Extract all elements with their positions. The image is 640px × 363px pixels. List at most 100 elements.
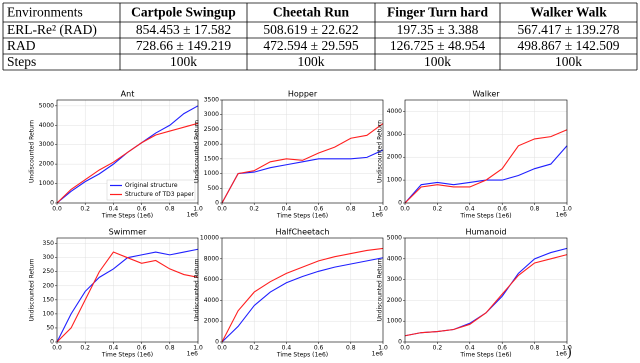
x-tick-label: 0.4 — [282, 345, 292, 352]
x-tick-label: 1.0 — [193, 206, 203, 213]
y-tick-label: 0 — [215, 200, 219, 207]
y-axis-label: Undiscounted Return — [29, 258, 36, 321]
y-tick-label: 1000 — [387, 318, 402, 325]
x-axis-label: Time Steps (1e6) — [459, 213, 511, 220]
y-tick-label: 1500 — [204, 155, 219, 162]
x-tick-label: 0.0 — [52, 206, 62, 213]
plot-frame — [404, 237, 568, 343]
chart-title: Swimmer — [109, 228, 147, 237]
table-cell: 508.619 ± 22.622 — [263, 22, 358, 37]
y-axis-label: Undiscounted Return — [377, 120, 384, 183]
x-tick-label: 0.2 — [80, 206, 90, 213]
x-axis-label: Time Steps (1e6) — [101, 352, 153, 359]
x-axis-label: Time Steps (1e6) — [276, 213, 328, 220]
y-tick-label: 100 — [43, 310, 55, 317]
x-tick-label: 0.4 — [282, 206, 292, 213]
x-tick-label: 0.0 — [217, 345, 227, 352]
plot-frame — [56, 99, 199, 204]
x-offset-label: 1e6 — [187, 212, 199, 219]
series-line — [221, 123, 384, 204]
y-tick-label: 1000 — [39, 180, 54, 187]
x-tick-label: 1.0 — [562, 345, 572, 352]
y-tick-label: 8000 — [204, 255, 219, 262]
table-cell: 100k — [424, 54, 451, 69]
y-tick-label: 2000 — [204, 318, 219, 325]
table-header: Walker Walk — [530, 5, 607, 20]
y-tick-label: 0 — [50, 339, 54, 346]
y-tick-label: 250 — [43, 268, 55, 275]
x-tick-label: 0.4 — [465, 345, 475, 352]
x-tick-label: 0.0 — [217, 206, 227, 213]
x-tick-label: 0.0 — [400, 345, 410, 352]
y-tick-label: 2000 — [204, 141, 219, 148]
y-tick-label: 4000 — [387, 255, 402, 262]
series-line — [221, 257, 384, 343]
y-tick-label: 4000 — [387, 108, 402, 115]
table-cell: 126.725 ± 48.954 — [390, 38, 485, 53]
plot-frame — [221, 99, 384, 204]
x-tick-label: 0.4 — [109, 206, 119, 213]
y-tick-label: 4000 — [204, 297, 219, 304]
table-header: Environments — [7, 5, 83, 20]
table-cell: 854.453 ± 17.582 — [136, 22, 231, 37]
x-tick-label: 0.8 — [165, 345, 175, 352]
y-tick-label: 300 — [43, 254, 55, 261]
table-header: Cheetah Run — [273, 5, 350, 20]
y-tick-label: 6000 — [204, 276, 219, 283]
x-tick-label: 0.2 — [249, 206, 259, 213]
x-offset-label: 1e6 — [187, 351, 199, 358]
y-tick-label: 200 — [43, 282, 55, 289]
series-line — [56, 122, 199, 204]
y-tick-label: 3000 — [387, 131, 402, 138]
plot-frame — [56, 237, 199, 343]
y-axis-label: Undiscounted Return — [194, 258, 201, 321]
series-line — [404, 145, 568, 204]
table-cell: 197.35 ± 3.388 — [397, 22, 479, 37]
x-tick-label: 0.4 — [109, 345, 119, 352]
x-tick-label: 0.6 — [314, 206, 324, 213]
x-tick-label: 0.2 — [249, 345, 259, 352]
table-cell: 472.594 ± 29.595 — [263, 38, 358, 53]
table-cell: 100k — [555, 54, 582, 69]
x-tick-label: 1.0 — [378, 206, 388, 213]
series-line — [221, 247, 384, 343]
legend-label: Original structure — [125, 182, 178, 189]
y-tick-label: 500 — [208, 185, 220, 192]
y-tick-label: 1000 — [204, 170, 219, 177]
x-tick-label: 1.0 — [378, 345, 388, 352]
x-tick-label: 0.6 — [314, 345, 324, 352]
table-cell: 498.867 ± 142.509 — [518, 38, 620, 53]
y-tick-label: 0 — [398, 339, 402, 346]
y-tick-label: 10000 — [200, 235, 219, 242]
y-tick-label: 2000 — [387, 154, 402, 161]
series-line — [404, 129, 568, 204]
series-line — [56, 251, 199, 343]
table-cell: 100k — [170, 54, 197, 69]
y-axis-label: Undiscounted Return — [29, 120, 36, 183]
y-tick-label: 1000 — [387, 177, 402, 184]
x-tick-label: 1.0 — [193, 345, 203, 352]
x-axis-label: Time Steps (1e6) — [276, 352, 328, 359]
chart-title: Walker — [472, 90, 500, 99]
x-tick-label: 0.2 — [80, 345, 90, 352]
x-tick-label: 0.6 — [137, 206, 147, 213]
x-offset-label: 1e6 — [372, 351, 384, 358]
plot-frame — [404, 99, 568, 204]
y-tick-label: 5000 — [387, 235, 402, 242]
x-offset-label: 1e6 — [372, 212, 384, 219]
table-cell: RAD — [7, 38, 36, 53]
y-tick-label: 50 — [46, 324, 54, 331]
x-tick-label: 1.0 — [562, 206, 572, 213]
table-cell: 567.417 ± 139.278 — [518, 22, 620, 37]
y-tick-label: 3000 — [387, 276, 402, 283]
chart-title: HalfCheetach — [276, 228, 330, 237]
y-tick-label: 150 — [43, 296, 55, 303]
legend-label: Structure of TD3 paper — [125, 191, 195, 198]
x-offset-label: 1e6 — [556, 212, 568, 219]
y-tick-label: 0 — [398, 200, 402, 207]
table-cell: 100k — [298, 54, 325, 69]
x-tick-label: 0.8 — [165, 206, 175, 213]
legend-box — [106, 179, 196, 201]
y-axis-label: Undiscounted Return — [194, 120, 201, 183]
